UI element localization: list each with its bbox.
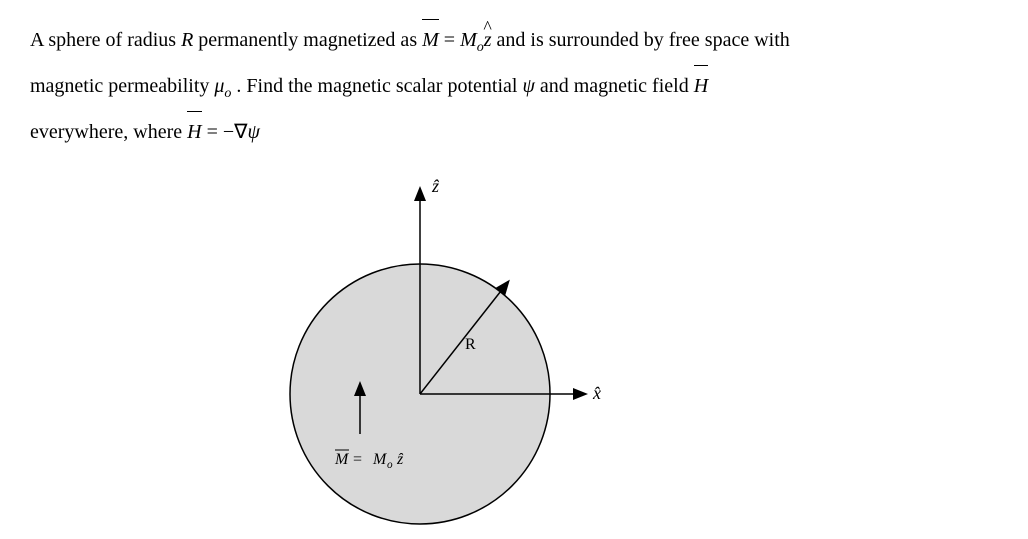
z-axis-label: ẑ <box>431 176 440 196</box>
problem-line-3: everywhere, where H = −∇ψ <box>30 110 998 154</box>
var-zhat: z <box>484 18 492 62</box>
var-Mo: M <box>460 29 477 51</box>
text-segment: . Find the magnetic scalar potential <box>231 75 522 97</box>
r-vector-label: R <box>465 336 476 353</box>
x-axis-label: x̂ <box>592 383 601 403</box>
var-mu: μ <box>214 75 224 97</box>
text-segment: permanently magnetized as <box>193 29 422 51</box>
problem-line-2: magnetic permeability μo . Find the magn… <box>30 64 998 110</box>
var-M-vector: M <box>422 18 439 62</box>
m-label-zhat: ẑ <box>396 451 404 468</box>
text-segment: and is surrounded by free space with <box>492 29 790 51</box>
m-label-Mo: M <box>372 451 388 468</box>
text-segment: = −∇ <box>202 121 248 143</box>
m-label-M: M <box>334 451 350 468</box>
diagram-container: ẑx̂RM = Moẑ <box>30 174 998 539</box>
text-segment: magnetic permeability <box>30 75 214 97</box>
var-H-vector-2: H <box>187 110 201 154</box>
text-segment: and magnetic field <box>535 75 694 97</box>
var-psi: ψ <box>522 75 534 97</box>
var-H-vector: H <box>694 64 708 108</box>
sphere-diagram: ẑx̂RM = Moẑ <box>250 174 650 539</box>
m-label-eq: = <box>353 451 362 468</box>
text-segment: = <box>439 29 460 51</box>
var-psi-2: ψ <box>248 121 260 143</box>
m-label-Mo-sub: o <box>387 459 393 471</box>
text-segment: A sphere of radius <box>30 29 181 51</box>
text-segment: everywhere, where <box>30 121 187 143</box>
problem-text: A sphere of radius R permanently magneti… <box>30 18 998 154</box>
var-R: R <box>181 29 193 51</box>
problem-line-1: A sphere of radius R permanently magneti… <box>30 18 998 64</box>
